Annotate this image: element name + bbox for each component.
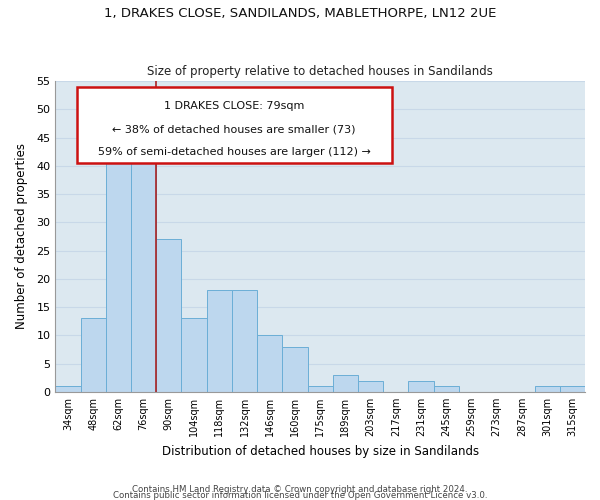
Text: 1 DRAKES CLOSE: 79sqm: 1 DRAKES CLOSE: 79sqm [164,102,304,112]
Bar [358,380,383,392]
Y-axis label: Number of detached properties: Number of detached properties [15,144,28,330]
Bar [308,386,333,392]
Bar [131,132,156,392]
Bar [409,380,434,392]
Bar [206,290,232,392]
Title: Size of property relative to detached houses in Sandilands: Size of property relative to detached ho… [147,66,493,78]
Text: Contains public sector information licensed under the Open Government Licence v3: Contains public sector information licen… [113,490,487,500]
Text: 59% of semi-detached houses are larger (112) →: 59% of semi-detached houses are larger (… [98,148,371,158]
Text: Contains HM Land Registry data © Crown copyright and database right 2024.: Contains HM Land Registry data © Crown c… [132,484,468,494]
Bar [181,318,206,392]
Bar [257,336,283,392]
X-axis label: Distribution of detached houses by size in Sandilands: Distribution of detached houses by size … [161,444,479,458]
Bar [434,386,459,392]
Bar [80,318,106,392]
Bar [283,346,308,392]
Bar [333,375,358,392]
FancyBboxPatch shape [77,88,392,164]
Bar [560,386,585,392]
Bar [535,386,560,392]
Bar [106,132,131,392]
Text: ← 38% of detached houses are smaller (73): ← 38% of detached houses are smaller (73… [112,124,356,134]
Bar [55,386,80,392]
Bar [232,290,257,392]
Bar [156,240,181,392]
Text: 1, DRAKES CLOSE, SANDILANDS, MABLETHORPE, LN12 2UE: 1, DRAKES CLOSE, SANDILANDS, MABLETHORPE… [104,8,496,20]
